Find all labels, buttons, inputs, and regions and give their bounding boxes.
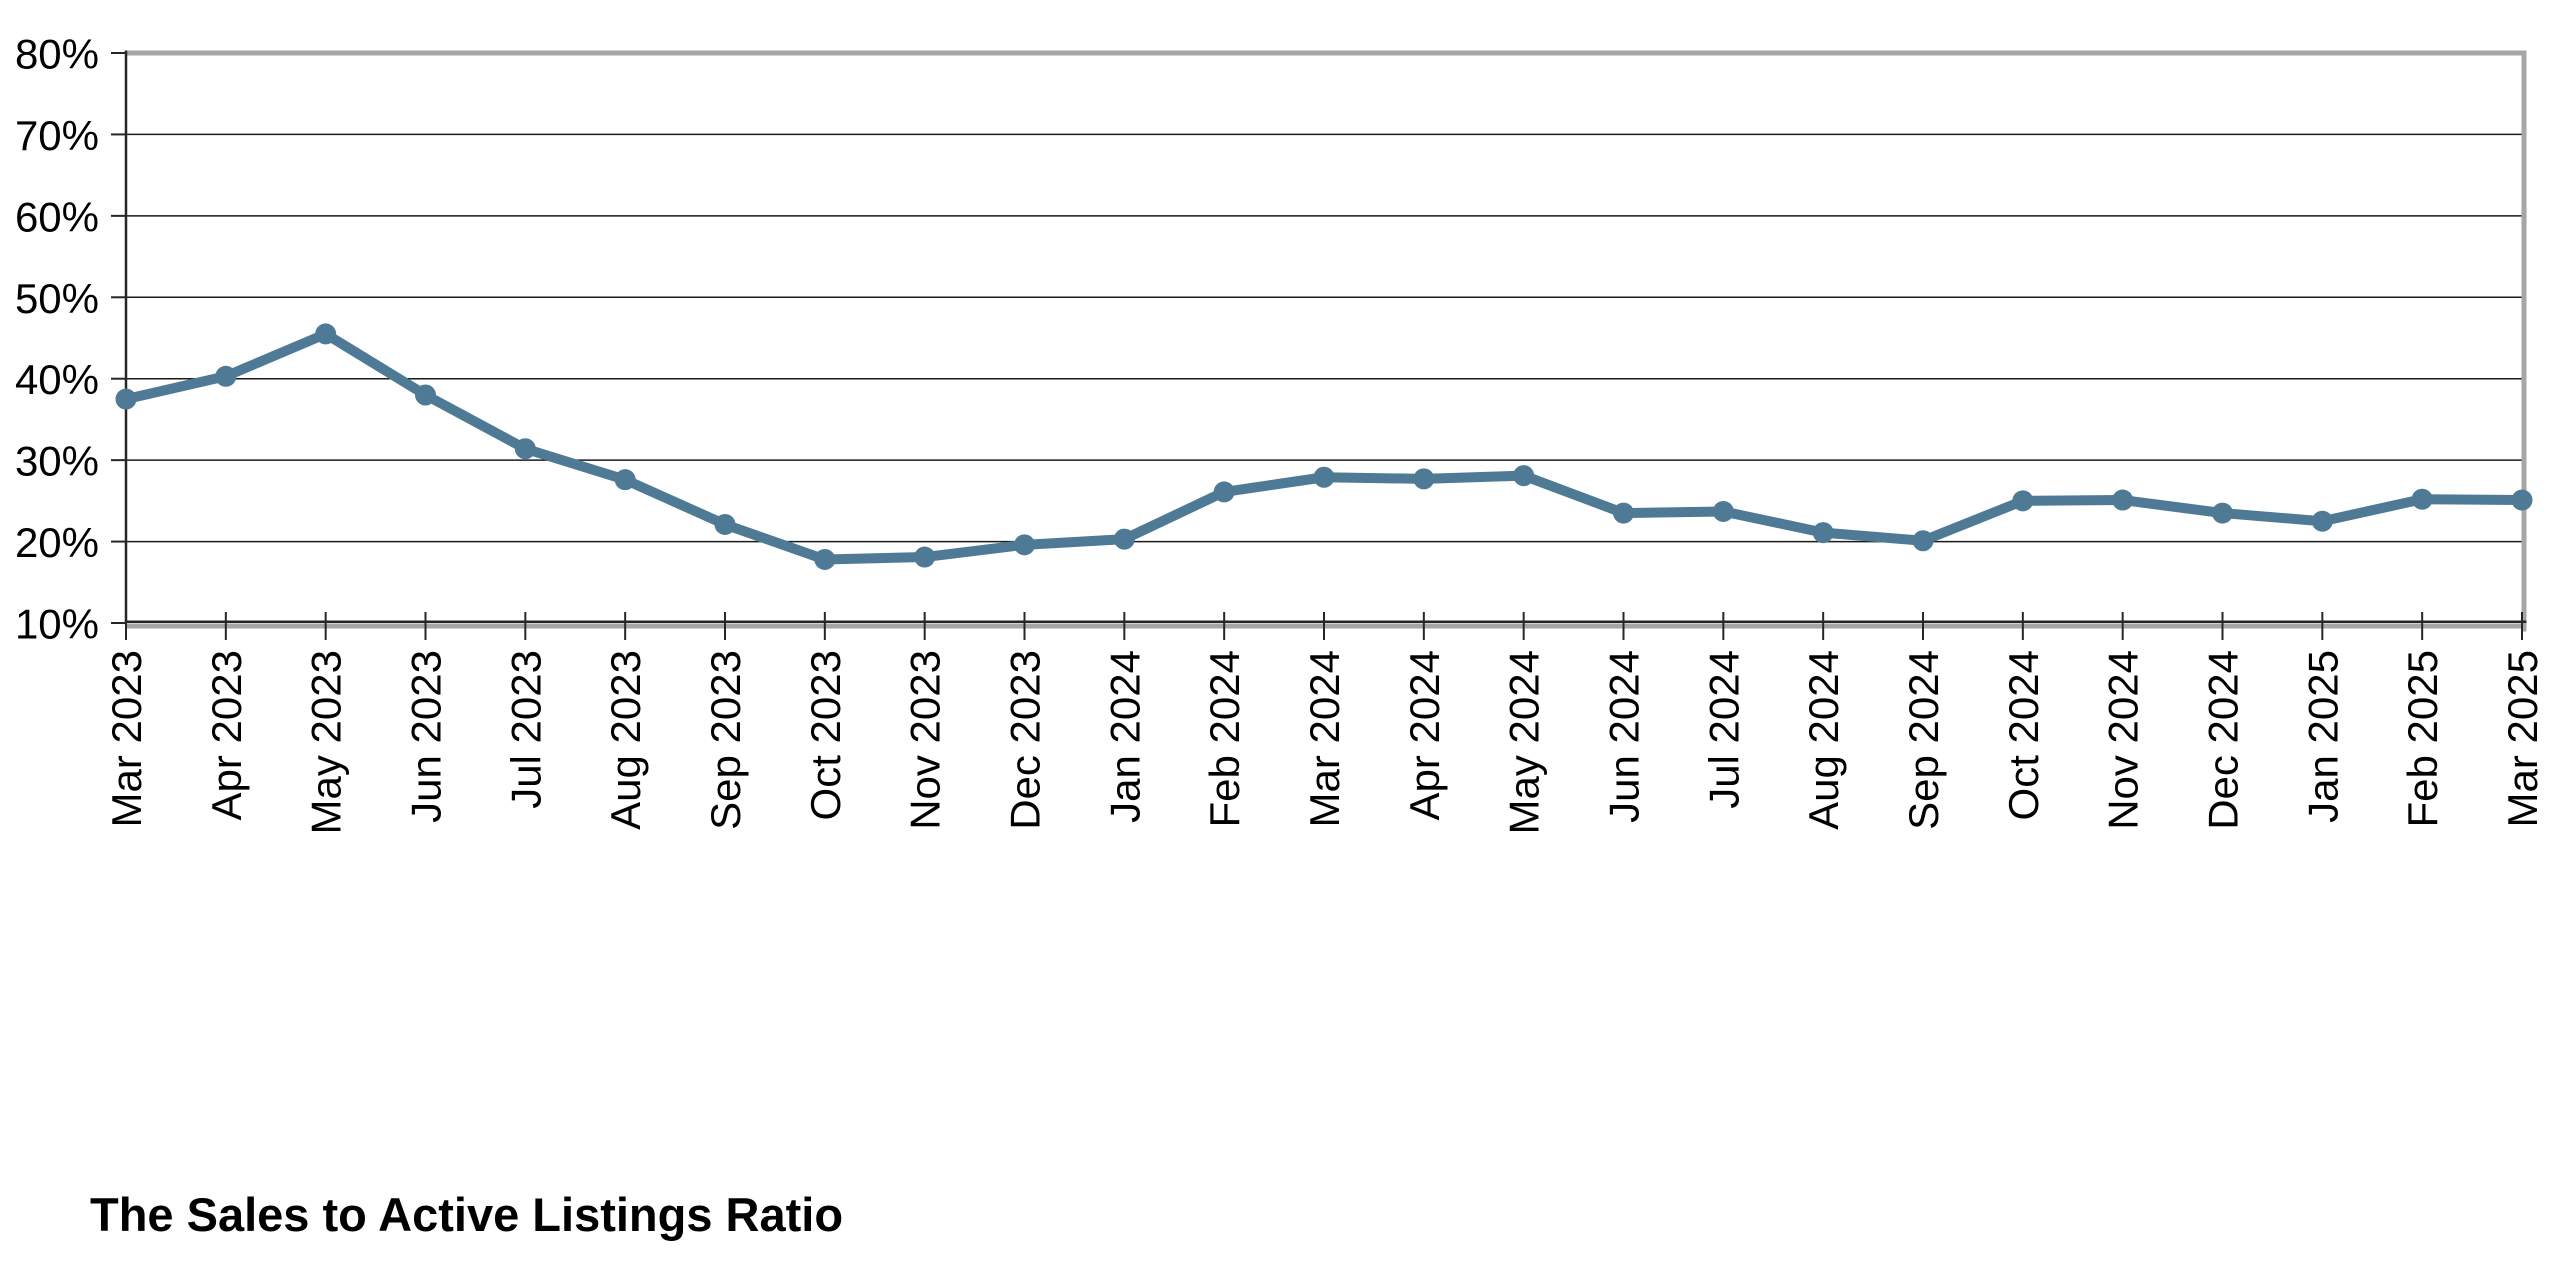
data-point-marker bbox=[2411, 488, 2433, 510]
x-axis-label: Nov 2023 bbox=[902, 650, 949, 830]
data-point-marker bbox=[514, 438, 536, 460]
x-axis-label: Feb 2024 bbox=[1201, 650, 1248, 827]
x-axis-label: Dec 2024 bbox=[2200, 650, 2247, 830]
y-axis-label: 80% bbox=[15, 31, 99, 78]
data-point-marker bbox=[2311, 510, 2333, 532]
x-axis-label: Dec 2023 bbox=[1002, 650, 1049, 830]
x-axis-label: Oct 2023 bbox=[802, 650, 849, 820]
x-axis-label: May 2024 bbox=[1501, 650, 1548, 834]
data-point-marker bbox=[315, 323, 337, 345]
x-axis-label: Feb 2025 bbox=[2399, 650, 2446, 827]
x-axis-label: Apr 2023 bbox=[203, 650, 250, 820]
plot-border-right bbox=[2521, 50, 2527, 632]
x-axis-label: Mar 2024 bbox=[1301, 650, 1348, 827]
data-point-marker bbox=[1613, 502, 1634, 524]
x-axis-label: Jun 2024 bbox=[1601, 650, 1648, 823]
series-line bbox=[121, 328, 2527, 565]
data-point-marker bbox=[415, 384, 436, 406]
x-axis-label: Jun 2023 bbox=[403, 650, 450, 823]
data-point-marker bbox=[1513, 465, 1535, 487]
data-point-marker bbox=[1014, 534, 1035, 556]
y-axis-label: 30% bbox=[15, 438, 99, 485]
data-point-marker bbox=[115, 388, 137, 410]
y-axis-label: 40% bbox=[15, 356, 99, 403]
y-axis-label: 20% bbox=[15, 519, 99, 566]
data-point-marker bbox=[1912, 530, 1934, 552]
data-point-marker bbox=[2012, 490, 2034, 512]
data-point-marker bbox=[1413, 468, 1435, 490]
x-axis-label: Nov 2024 bbox=[2100, 650, 2147, 830]
x-axis-label: Sep 2024 bbox=[1900, 650, 1947, 830]
y-axis-label: 50% bbox=[15, 275, 99, 322]
data-point-marker bbox=[814, 548, 836, 570]
data-point-marker bbox=[1313, 466, 1335, 488]
data-point-marker bbox=[714, 513, 736, 535]
x-axis-label: Apr 2024 bbox=[1401, 650, 1448, 820]
data-point-marker bbox=[914, 546, 936, 568]
x-axis-label: Mar 2025 bbox=[2499, 650, 2546, 827]
data-point-marker bbox=[2511, 489, 2533, 511]
data-point-marker bbox=[2112, 489, 2134, 511]
x-axis-label: Mar 2023 bbox=[103, 650, 150, 827]
data-point-marker bbox=[1712, 500, 1734, 522]
y-axis-label: 10% bbox=[15, 601, 99, 648]
data-point-marker bbox=[2212, 502, 2233, 524]
plot-border-top bbox=[126, 50, 2527, 56]
data-point-marker bbox=[1213, 481, 1235, 503]
y-axis-label: 70% bbox=[15, 112, 99, 159]
x-axis-label: Aug 2023 bbox=[602, 650, 649, 830]
x-axis-label: Jul 2024 bbox=[1700, 650, 1747, 809]
data-point-marker bbox=[1113, 528, 1135, 550]
axis-shadow-bottom bbox=[126, 623, 2527, 629]
x-axis-label: Jul 2023 bbox=[502, 650, 549, 809]
data-point-marker bbox=[614, 469, 636, 491]
chart-title: The Sales to Active Listings Ratio bbox=[90, 1188, 844, 1241]
x-axis-label: May 2023 bbox=[303, 650, 350, 834]
x-axis-label: Aug 2024 bbox=[1800, 650, 1847, 830]
x-axis-label: Jan 2025 bbox=[2299, 650, 2346, 823]
y-axis-label: 60% bbox=[15, 193, 99, 240]
data-point-marker bbox=[215, 365, 237, 387]
x-axis-label: Jan 2024 bbox=[1101, 650, 1148, 823]
data-point-marker bbox=[1812, 522, 1834, 544]
x-axis-label: Sep 2023 bbox=[702, 650, 749, 830]
x-axis-label: Oct 2024 bbox=[2000, 650, 2047, 820]
